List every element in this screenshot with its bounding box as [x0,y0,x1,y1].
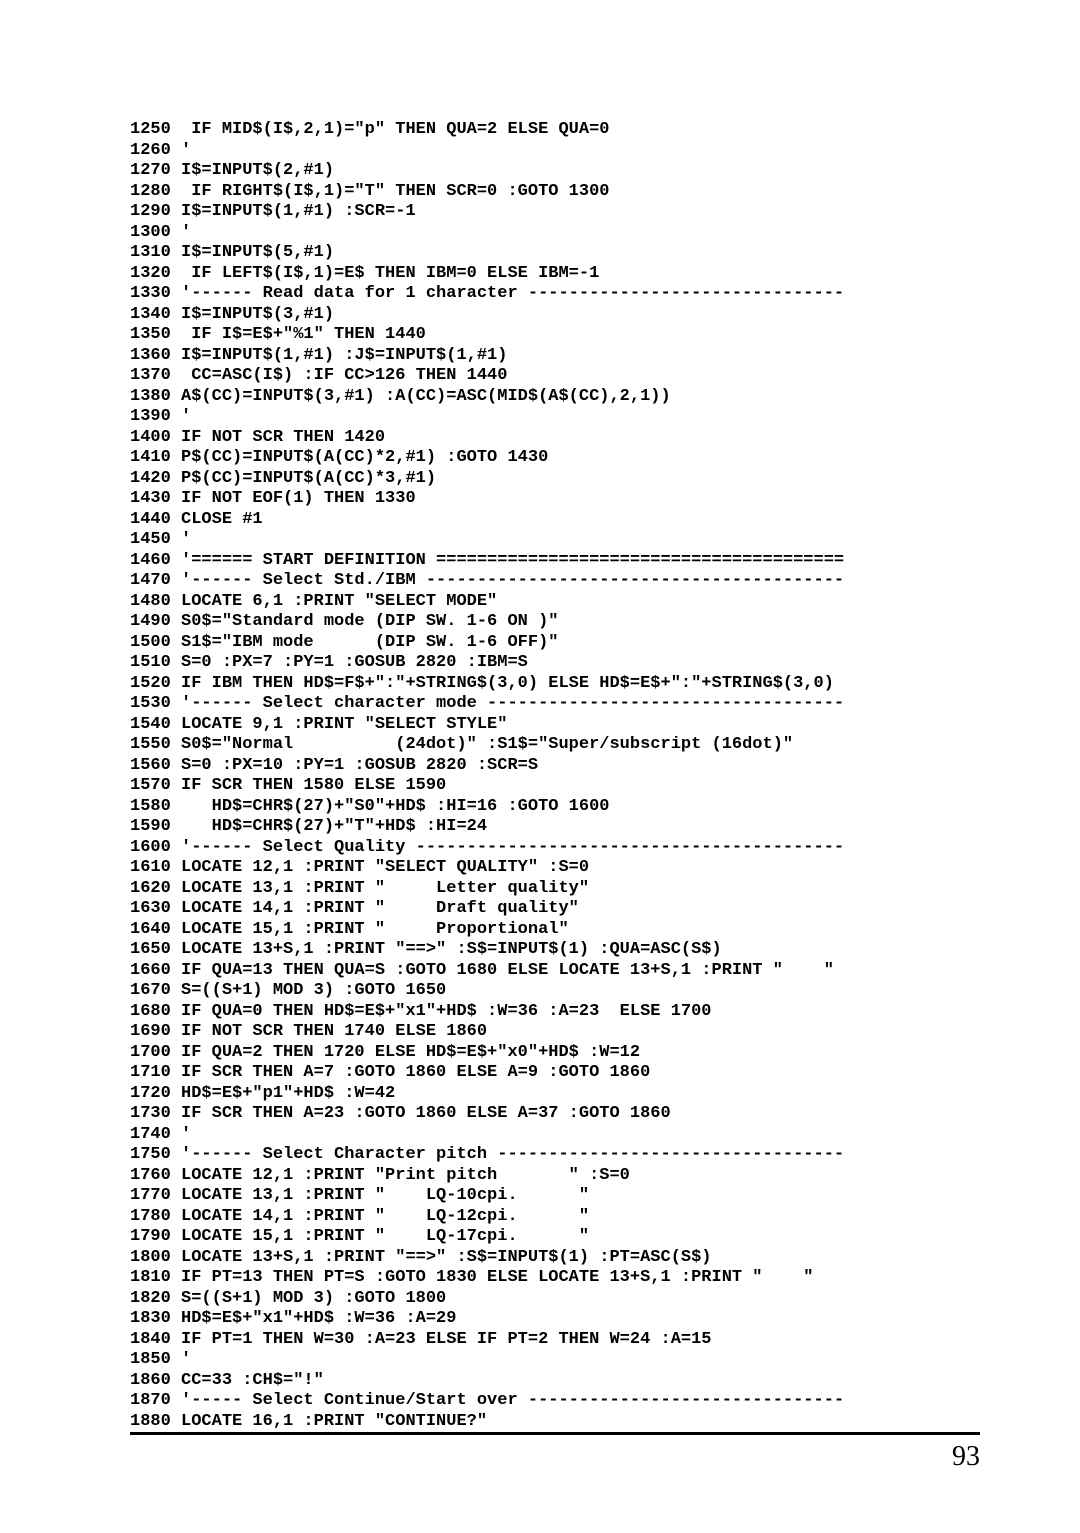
footer-rule [130,1432,980,1435]
page-footer: 93 [130,1432,980,1473]
code-listing: 1250 IF MID$(I$,2,1)="p" THEN QUA=2 ELSE… [130,120,1000,1432]
document-page: 1250 IF MID$(I$,2,1)="p" THEN QUA=2 ELSE… [0,0,1080,1533]
page-number: 93 [130,1441,980,1473]
